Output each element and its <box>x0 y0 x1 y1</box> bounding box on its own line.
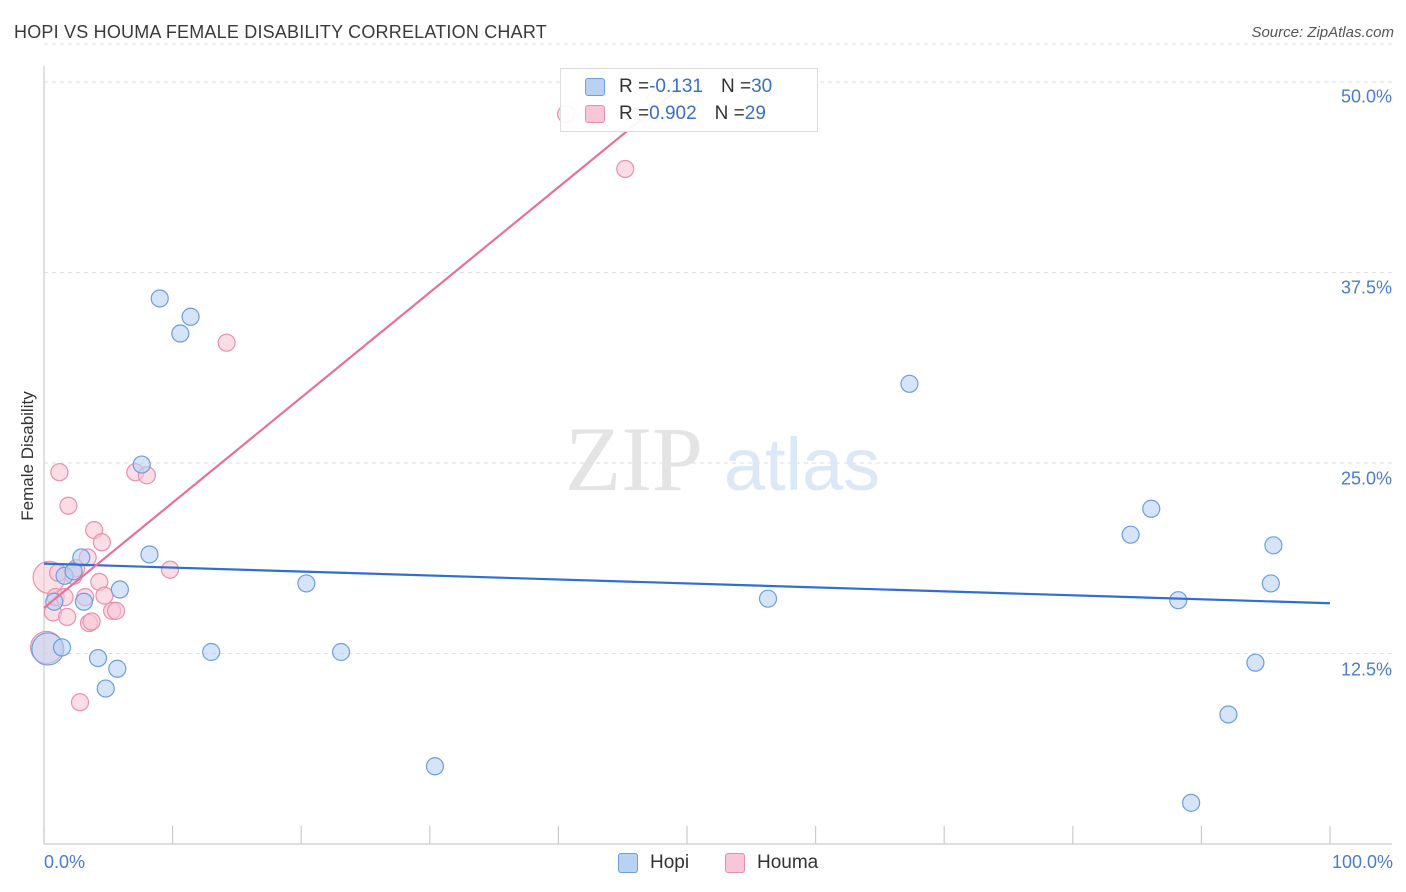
houma-legend-label: Houma <box>757 852 819 873</box>
gridlines <box>44 43 1392 655</box>
x-tick-label-min: 0.0% <box>44 852 86 872</box>
hopi-point <box>108 659 127 678</box>
hopi-point <box>758 589 778 608</box>
hopi-swatch <box>585 78 605 96</box>
hopi-point <box>132 455 151 474</box>
chart-title: HOPI VS HOUMA FEMALE DISABILITY CORRELAT… <box>14 22 547 42</box>
hopi-point <box>1219 705 1238 724</box>
houma-trend-line <box>43 81 688 609</box>
hopi-n-label: N = <box>720 76 752 97</box>
houma-point <box>616 159 635 179</box>
hopi-trend-line <box>43 562 1331 605</box>
hopi-point <box>52 638 72 657</box>
hopi-point <box>181 307 200 326</box>
watermark-zip: ZIP <box>565 408 703 510</box>
hopi-point <box>331 642 351 662</box>
hopi-legend-label: Hopi <box>650 852 690 873</box>
legend-row-hopi: R = -0.131 N = 30 <box>585 75 772 99</box>
houma-point <box>160 560 180 579</box>
hopi-point <box>140 545 159 564</box>
hopi-legend-swatch <box>618 853 638 873</box>
legend-item-hopi: Hopi <box>618 852 689 874</box>
houma-n-value: 29 <box>744 103 766 124</box>
y-axis-label: Female Disability <box>18 391 37 521</box>
hopi-point <box>74 592 93 611</box>
trend-lines <box>43 81 1331 609</box>
houma-r-label: R = <box>619 103 650 124</box>
houma-point <box>92 533 111 552</box>
hopi-points <box>31 289 1283 812</box>
hopi-point <box>1264 536 1283 555</box>
watermark-atlas: atlas <box>724 423 880 506</box>
houma-point <box>50 463 69 482</box>
hopi-point <box>900 374 919 393</box>
legend-row-houma: R = 0.902 N = 29 <box>585 102 766 126</box>
source-label: Source: ZipAtlas.com <box>1251 24 1394 41</box>
y-tick-label: 37.5% <box>1340 277 1392 298</box>
hopi-point <box>425 757 445 776</box>
y-tick-label: 12.5% <box>1340 659 1392 680</box>
houma-point <box>70 693 90 712</box>
hopi-point <box>1142 499 1161 518</box>
houma-point <box>95 586 114 605</box>
houma-point <box>106 601 126 620</box>
hopi-point <box>1182 793 1201 812</box>
hopi-point <box>171 324 190 343</box>
houma-n-label: N = <box>714 103 745 124</box>
houma-swatch <box>585 105 605 123</box>
hopi-point <box>297 574 316 593</box>
y-tick-label: 25.0% <box>1340 468 1392 489</box>
watermark: ZIP atlas <box>565 408 880 510</box>
series-legend: Hopi Houma <box>0 852 1406 878</box>
hopi-point <box>72 548 91 567</box>
hopi-n-value: 30 <box>751 76 773 97</box>
houma-point <box>59 496 78 515</box>
houma-legend-swatch <box>725 853 745 873</box>
hopi-point <box>45 592 64 611</box>
hopi-point <box>1246 653 1265 672</box>
hopi-point <box>202 642 221 662</box>
hopi-point <box>88 648 108 668</box>
houma-point <box>82 612 101 631</box>
hopi-point <box>1121 525 1140 544</box>
axes <box>43 66 1392 845</box>
stats-legend: R = -0.131 N = 30 R = 0.902 N = 29 <box>560 68 818 132</box>
hopi-point <box>110 580 129 599</box>
y-tick-label: 50.0% <box>1340 86 1392 107</box>
houma-points <box>29 88 666 712</box>
hopi-point <box>96 679 115 698</box>
houma-r-value: 0.902 <box>649 103 697 124</box>
hopi-point <box>64 562 83 581</box>
hopi-point <box>1261 574 1280 593</box>
hopi-point <box>1169 591 1188 610</box>
hopi-r-label: R = <box>619 76 650 97</box>
hopi-r-value: -0.131 <box>649 76 703 97</box>
legend-item-houma: Houma <box>725 852 818 874</box>
hopi-point <box>150 289 169 308</box>
houma-point <box>217 333 236 352</box>
x-tick-label-max: 100.0% <box>1331 852 1393 872</box>
houma-point <box>58 607 77 627</box>
